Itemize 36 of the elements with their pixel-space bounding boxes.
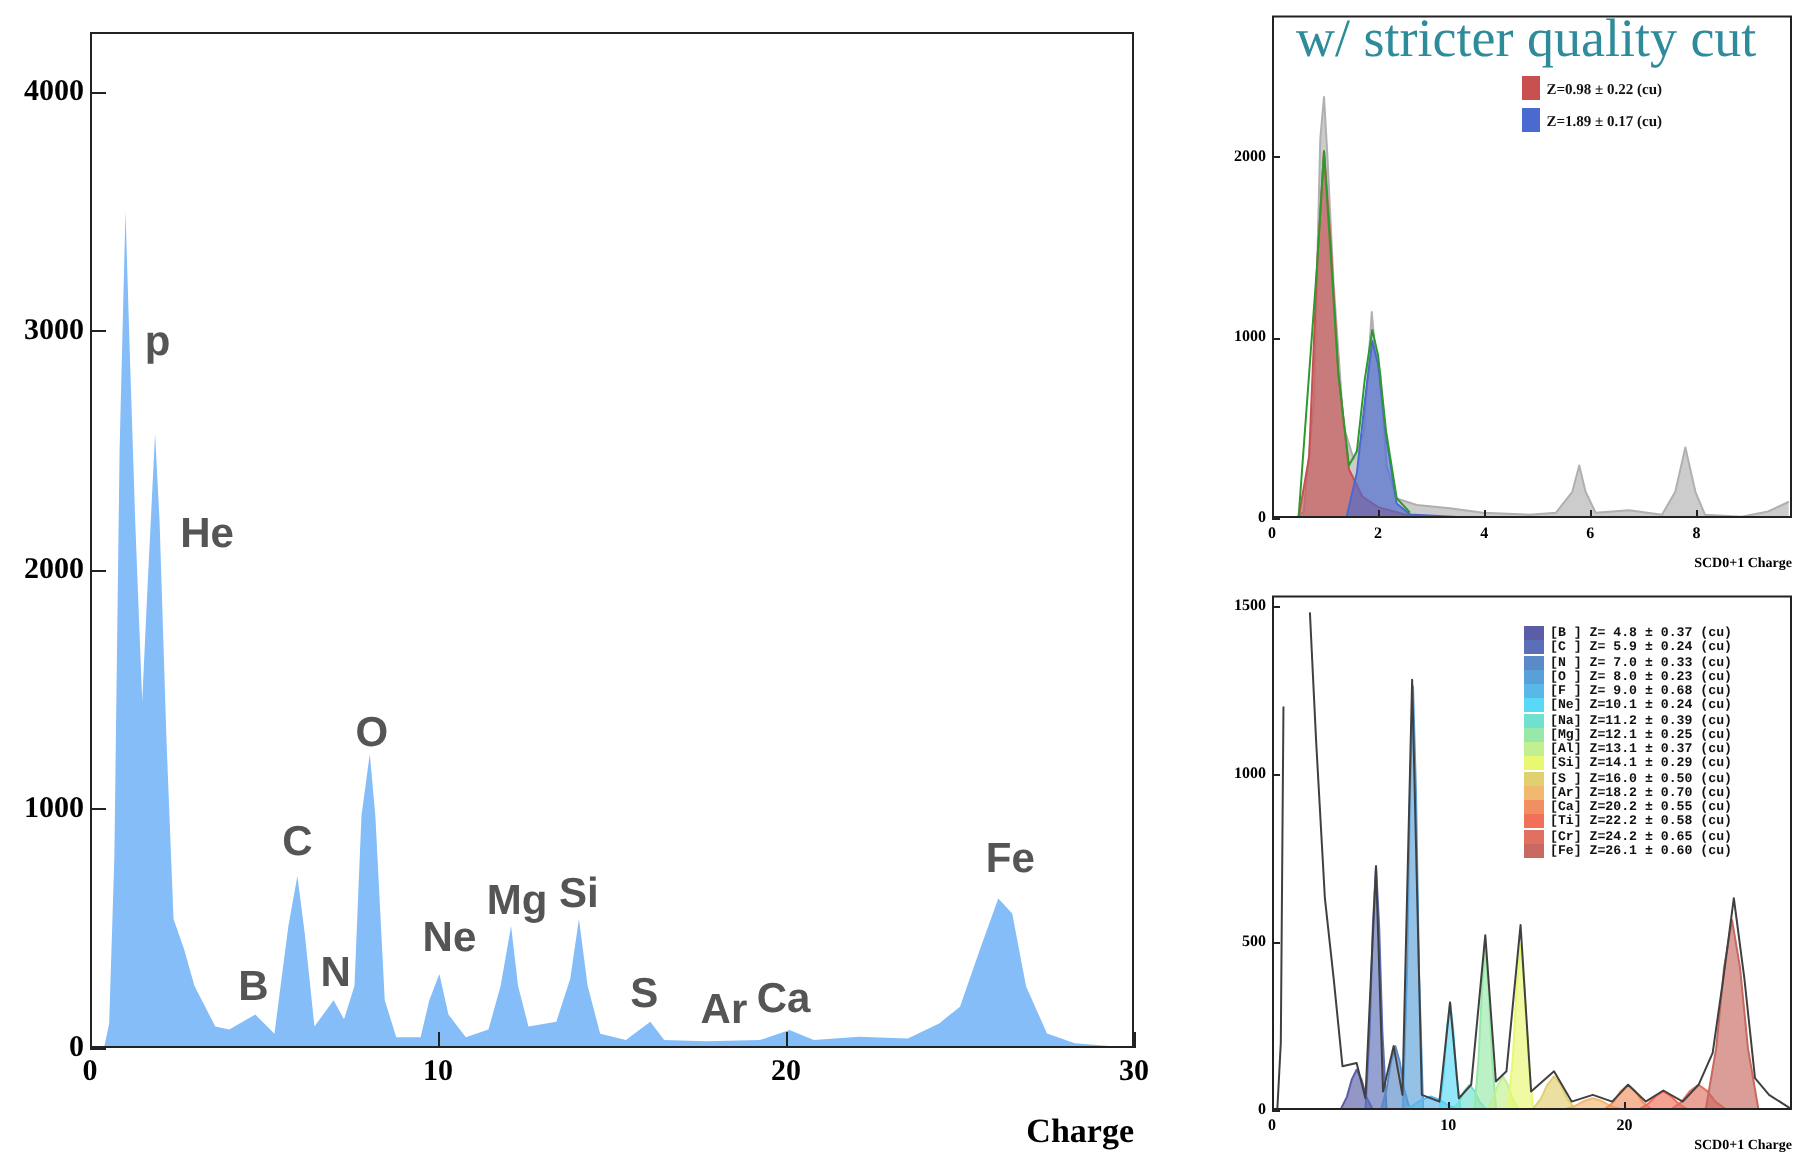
annotation: Si bbox=[559, 870, 599, 917]
annotation: He bbox=[180, 511, 234, 558]
y-tick-label: 1000 bbox=[1234, 763, 1266, 782]
annotation: Mg bbox=[486, 877, 548, 924]
x-tick-label: 20 bbox=[771, 1055, 801, 1088]
x-tick-label: 20 bbox=[1616, 1115, 1633, 1134]
x-tick-label: 2 bbox=[1374, 523, 1383, 542]
x-tick-label: 6 bbox=[1586, 523, 1595, 542]
y-tick-label: 0 bbox=[69, 1031, 84, 1064]
x-tick-label: 30 bbox=[1119, 1055, 1149, 1088]
x-tick-label: 4 bbox=[1480, 523, 1489, 542]
y-tick-label: 1000 bbox=[24, 792, 84, 825]
y-tick-label: 500 bbox=[1242, 932, 1266, 951]
annotation: Ar bbox=[700, 986, 748, 1033]
x-tick-label: 10 bbox=[423, 1055, 453, 1088]
y-tick-label: 3000 bbox=[24, 314, 84, 347]
y-tick-label: 2000 bbox=[24, 553, 84, 586]
chart-title: w/ stricter quality cut bbox=[1296, 8, 1757, 68]
y-tick-label: 1000 bbox=[1234, 327, 1266, 346]
y-tick-label: 0 bbox=[1258, 1100, 1266, 1119]
annotation: C bbox=[282, 819, 313, 866]
y-tick-label: 0 bbox=[1258, 508, 1266, 527]
y-tick-label: 4000 bbox=[24, 75, 84, 108]
y-tick-label: 1500 bbox=[1234, 595, 1266, 614]
annotation: p bbox=[144, 318, 171, 365]
annotation: O bbox=[355, 709, 389, 756]
annotation: B bbox=[238, 964, 269, 1011]
annotation: Fe bbox=[985, 836, 1035, 883]
annotation: S bbox=[630, 971, 659, 1018]
y-tick-label: 2000 bbox=[1234, 146, 1266, 165]
annotation: Ne bbox=[422, 915, 477, 962]
annotation: N bbox=[320, 949, 351, 996]
annotation: Ca bbox=[756, 975, 811, 1022]
x-tick-label: 10 bbox=[1440, 1115, 1457, 1134]
x-tick-label: 8 bbox=[1692, 523, 1701, 542]
x-axis-title: Charge bbox=[1026, 1112, 1135, 1151]
